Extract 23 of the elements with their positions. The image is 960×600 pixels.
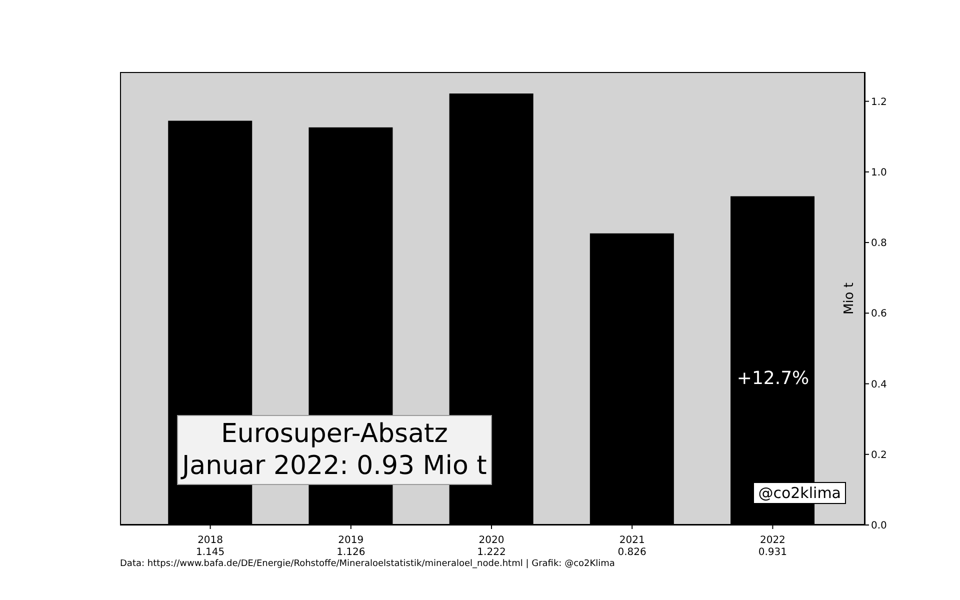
y-tick-label: 0.4: [871, 379, 887, 390]
y-tick-label: 0.2: [871, 450, 887, 461]
text: Data: https://www.bafa.de/DE/Energie/Rohstoffe/Mineraloelstatistik/mineraloel_node.html | Grafik: @co2Klima: [120, 559, 615, 569]
x-tick-label: 2018: [198, 535, 224, 546]
y-tick-label: 1.2: [871, 96, 887, 108]
data-label: 1.126: [336, 547, 366, 558]
y-tick-label: 0.6: [871, 308, 887, 320]
x-tick-label: 2021: [619, 535, 645, 546]
annotation: +12.7%: [736, 368, 810, 389]
annotation: @co2klima: [753, 482, 846, 504]
data-label: 1.222: [477, 547, 506, 558]
data-label: 0.931: [758, 547, 788, 558]
x-tick-label: 2020: [478, 535, 504, 546]
y-tick-label: 0.0: [871, 520, 887, 532]
data-label: 1.145: [196, 547, 225, 558]
text: Eurosuper-Absatz: [220, 418, 449, 450]
y-axis-title: Mio t: [842, 282, 857, 315]
y-tick-label: 0.8: [871, 238, 887, 250]
y-tick-label: 1.0: [871, 167, 887, 178]
x-tick-label: 2019: [338, 535, 364, 546]
x-tick-label: 2022: [760, 535, 786, 546]
text: Januar 2022: 0.93 Mio t: [182, 450, 487, 482]
data-label: 0.826: [618, 547, 646, 558]
